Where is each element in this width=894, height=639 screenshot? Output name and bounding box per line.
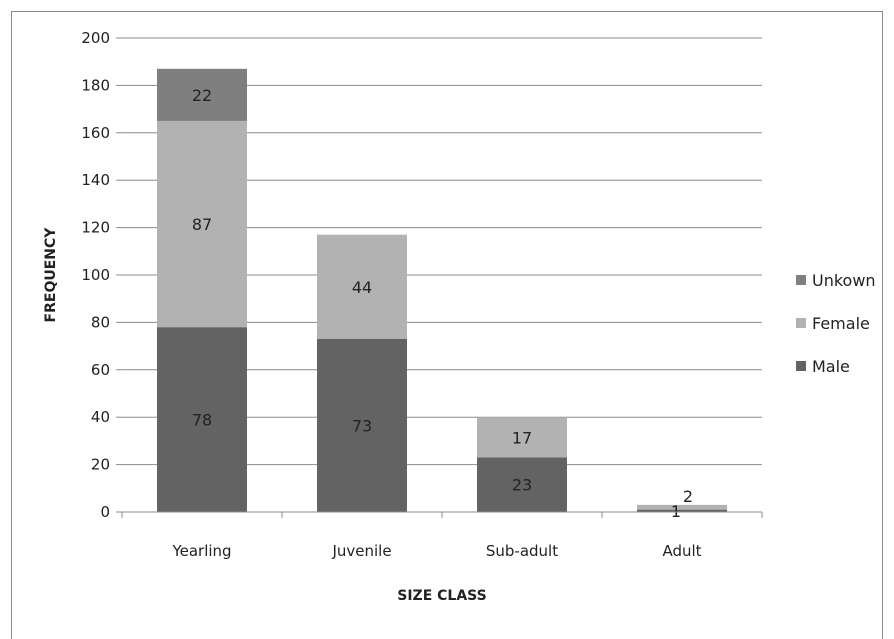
y-tick-label: 140	[81, 171, 110, 189]
data-label: 87	[192, 215, 212, 234]
x-tick-label: Juvenile	[331, 542, 391, 560]
y-tick-label: 0	[100, 503, 110, 521]
bar-unkown-yearling	[157, 68, 247, 121]
legend-swatch-male	[796, 361, 806, 371]
x-tick-label: Sub-adult	[486, 542, 558, 560]
data-label: 44	[352, 278, 372, 297]
legend-label-female: Female	[812, 314, 870, 333]
bar-female-yearling	[157, 120, 247, 328]
data-label: 17	[512, 428, 532, 447]
x-axis-title: SIZE CLASS	[397, 588, 486, 604]
data-label: 23	[512, 476, 532, 495]
bar-male-juvenile	[317, 338, 407, 512]
y-tick-label: 200	[81, 29, 110, 47]
bar-female-sub-adult	[477, 417, 567, 458]
y-tick-label: 80	[91, 313, 110, 331]
chart-frame	[11, 11, 883, 639]
y-tick-label: 60	[91, 361, 110, 379]
y-axis-ticks: 0 20 40 60 80 100 120 140 160 180 200	[81, 29, 122, 521]
x-tick-label: Yearling	[171, 542, 231, 560]
x-tick-label: Adult	[662, 542, 701, 560]
legend-label-male: Male	[812, 357, 850, 376]
y-axis-title: FREQUENCY	[43, 227, 59, 323]
bar-female-juvenile	[317, 234, 407, 339]
y-tick-label: 100	[81, 266, 110, 284]
legend-label-unkown: Unkown	[812, 271, 876, 290]
bar-female-adult	[637, 504, 727, 510]
y-tick-label: 160	[81, 124, 110, 142]
bar-male-yearling	[157, 327, 247, 512]
y-tick-label: 40	[91, 408, 110, 426]
bar-male-sub-adult	[477, 457, 567, 512]
legend: Unkown Female Male	[796, 271, 876, 376]
y-tick-label: 180	[81, 76, 110, 94]
data-label: 78	[192, 411, 212, 430]
data-label: 73	[352, 416, 372, 435]
y-tick-label: 120	[81, 219, 110, 237]
data-label: 2	[683, 487, 693, 506]
bars	[157, 68, 727, 512]
legend-swatch-female	[796, 318, 806, 328]
y-tick-label: 20	[91, 456, 110, 474]
legend-swatch-unkown	[796, 275, 806, 285]
bar-male-adult	[637, 509, 727, 512]
data-label: 22	[192, 86, 212, 105]
x-axis-ticks: Yearling Juvenile Sub-adult Adult	[121, 512, 763, 560]
